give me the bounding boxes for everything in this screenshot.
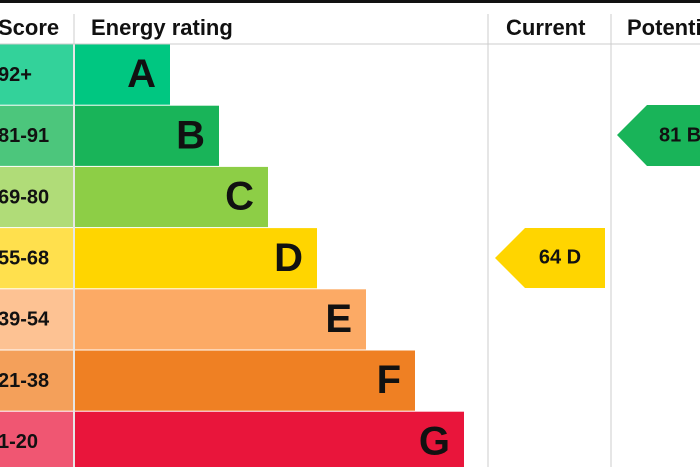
rating-letter: F (377, 358, 401, 402)
header-rating: Energy rating (91, 15, 233, 40)
current-arrow (495, 228, 605, 288)
rating-bar (75, 166, 268, 228)
score-range: 92+ (0, 64, 32, 86)
rating-letter: B (176, 113, 205, 157)
rating-letter: E (325, 297, 352, 341)
score-cell (0, 44, 73, 105)
score-cell (0, 289, 73, 350)
score-cell (0, 105, 73, 166)
score-range: 55-68 (0, 247, 49, 269)
rating-bar (75, 350, 415, 411)
header-potential: Potential (627, 15, 700, 40)
current-label: 64 D (539, 246, 581, 268)
rating-bar (75, 228, 317, 289)
rating-bar (75, 411, 464, 467)
potential-arrow (617, 105, 700, 166)
top-border (0, 0, 700, 3)
rating-letter: G (419, 419, 450, 463)
score-cell (0, 350, 73, 411)
score-range: 1-20 (0, 431, 38, 453)
score-cell (0, 411, 73, 467)
rating-letter: D (274, 236, 303, 280)
score-range: 39-54 (0, 309, 50, 331)
score-range: 81-91 (0, 125, 49, 147)
score-cell (0, 166, 73, 228)
rating-bar (75, 105, 219, 166)
header-current: Current (506, 15, 586, 40)
rating-bar (75, 289, 366, 350)
rating-rows: 92+ A 81-91 B 69-80 C 55-68 D 39-54 E 21-38 F 1-20 G (0, 44, 464, 467)
rating-letter: C (225, 175, 254, 219)
header-score: Score (0, 15, 59, 40)
score-cell (0, 228, 73, 289)
rating-letter: A (127, 52, 156, 96)
score-range: 21-38 (0, 370, 49, 392)
score-range: 69-80 (0, 186, 49, 208)
rating-bar (75, 44, 170, 105)
potential-label: 81 B (659, 124, 700, 146)
